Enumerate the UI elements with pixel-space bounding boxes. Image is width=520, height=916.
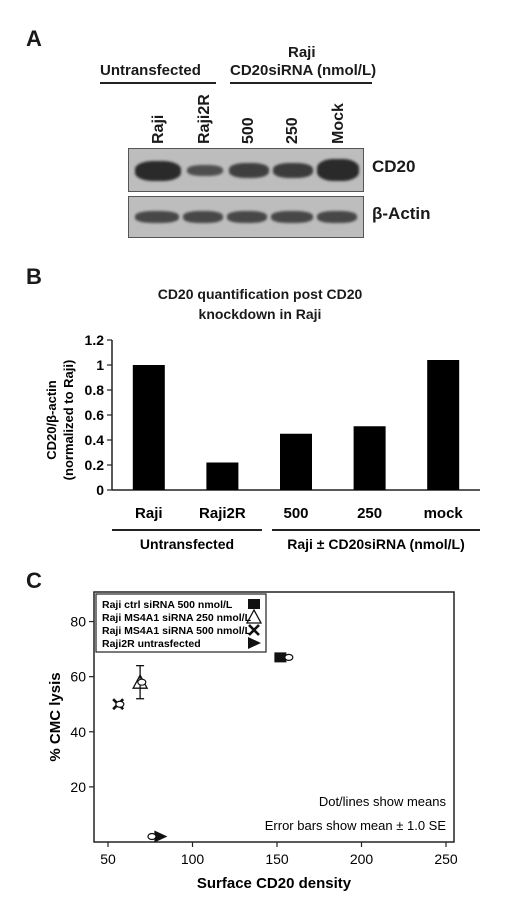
scatter-legend-label: Raji MS4A1 siRNA 250 nmol/L xyxy=(102,612,252,624)
scatter-xlabel: Surface CD20 density xyxy=(197,875,352,892)
bar-chart-title-line2: knockdown in Raji xyxy=(198,306,322,322)
scatter-x-tick-label: 50 xyxy=(100,851,116,867)
cd20-band-raji xyxy=(135,161,181,181)
sirna-bracket xyxy=(230,82,372,84)
scatter-mean-dot xyxy=(147,832,157,841)
scatter-legend-label: Raji ctrl siRNA 500 nmol/L xyxy=(102,599,233,611)
scatter-legend-marker xyxy=(248,624,260,636)
bar-y-tick-label: 0.6 xyxy=(85,407,105,423)
scatter-mean-dot xyxy=(284,653,294,661)
untransfected-group-label: Untransfected xyxy=(100,62,201,79)
cd20-band-250 xyxy=(273,163,313,178)
scatter-legend-marker xyxy=(248,599,260,609)
scatter-y-tick-label: 20 xyxy=(70,779,86,795)
scatter-x-tick-label: 250 xyxy=(434,851,458,867)
scatter-point-0 xyxy=(274,652,287,663)
bar-x-tick-label: Raji xyxy=(135,505,163,522)
sirna-group-label-line2: CD20siRNA (nmol/L) xyxy=(230,62,377,79)
scatter-legend-label: Raji2R untrasfected xyxy=(102,638,201,650)
scatter-x-tick-label: 100 xyxy=(181,851,205,867)
actin-blot xyxy=(128,196,364,238)
bar-y-tick-label: 0.2 xyxy=(85,457,105,473)
bar-untransfected-label: Untransfected xyxy=(140,536,234,552)
bar-x-tick-label: Raji2R xyxy=(199,505,246,522)
cd20-blot-label: CD20 xyxy=(372,157,416,176)
bar-y-tick-label: 0.4 xyxy=(85,432,105,448)
scatter-y-tick-label: 60 xyxy=(70,669,86,685)
scatter-mean-dot xyxy=(137,678,147,686)
bar-250 xyxy=(353,426,386,490)
scatter-legend xyxy=(95,593,267,653)
scatter-legend-marker xyxy=(245,608,263,624)
lane-label-250: 250 xyxy=(284,117,301,144)
bar-y-tick-label: 1.2 xyxy=(85,332,105,348)
bar-raji xyxy=(132,365,165,490)
bar-raji2r xyxy=(206,462,239,490)
scatter-point-3 xyxy=(154,830,168,843)
scatter-y-tick-label: 40 xyxy=(70,724,86,740)
bar-x-tick-label: mock xyxy=(424,505,464,522)
scatter-note-means: Dot/lines show means xyxy=(319,794,447,809)
scatter-x-tick-label: 200 xyxy=(350,851,374,867)
scatter-mean-dot xyxy=(115,700,125,708)
sirna-group-label-line1: Raji xyxy=(288,44,316,61)
lane-label-raji2r: Raji2R xyxy=(196,94,213,144)
cd20-band-raji2r xyxy=(187,165,223,176)
scatter-chart: 20 40 60 80 50 100 150 200 250 Surface CD20 den… xyxy=(47,591,458,892)
scatter-legend-label: Raji MS4A1 siRNA 500 nmol/L xyxy=(102,625,252,637)
actin-blot-label: β-Actin xyxy=(372,204,431,223)
bar-y-tick-label: 1 xyxy=(96,357,104,373)
actin-band-1 xyxy=(135,211,179,223)
lane-label-500: 500 xyxy=(240,117,257,144)
bar-chart-ylabel-line1: CD20/β-actin xyxy=(44,380,59,460)
bar-sirna-label: Raji ± CD20siRNA (nmol/L) xyxy=(287,536,465,552)
actin-band-3 xyxy=(227,211,267,223)
actin-band-4 xyxy=(271,211,313,223)
bar-x-tick-label: 250 xyxy=(357,505,382,522)
panel-c-letter: C xyxy=(26,568,42,593)
bar-y-tick-label: 0.8 xyxy=(85,382,105,398)
scatter-x-tick-label: 150 xyxy=(265,851,289,867)
scatter-y-tick-label: 80 xyxy=(70,614,86,630)
lane-label-mock: Mock xyxy=(330,103,347,144)
bar-chart: 0 0.2 0.4 0.6 0.8 1 1.2 Raji Raji2R 500 250 mock C… xyxy=(44,332,480,552)
lane-label-raji: Raji xyxy=(150,114,167,144)
scatter-note-error-bars: Error bars show mean ± 1.0 SE xyxy=(265,818,447,833)
actin-band-2 xyxy=(183,211,223,223)
bar-x-tick-label: 500 xyxy=(283,505,308,522)
actin-band-5 xyxy=(317,211,357,223)
untransfected-bracket xyxy=(100,82,216,84)
cd20-blot xyxy=(128,148,364,192)
panel-a-letter: A xyxy=(26,26,42,51)
scatter-legend-marker xyxy=(248,637,261,649)
bar-chart-ylabel-line2: (normalized to Raji) xyxy=(61,360,76,481)
bar-500 xyxy=(280,433,312,490)
bar-mock xyxy=(427,360,460,490)
bar-chart-title-line1: CD20 quantification post CD20 xyxy=(157,286,363,302)
panel-b-letter: B xyxy=(26,264,42,289)
bar-y-tick-label: 0 xyxy=(96,482,104,498)
cd20-band-mock xyxy=(317,159,359,181)
scatter-plot-frame xyxy=(93,591,455,843)
scatter-ylabel: % CMC lysis xyxy=(47,672,64,761)
cd20-band-500 xyxy=(229,163,269,178)
